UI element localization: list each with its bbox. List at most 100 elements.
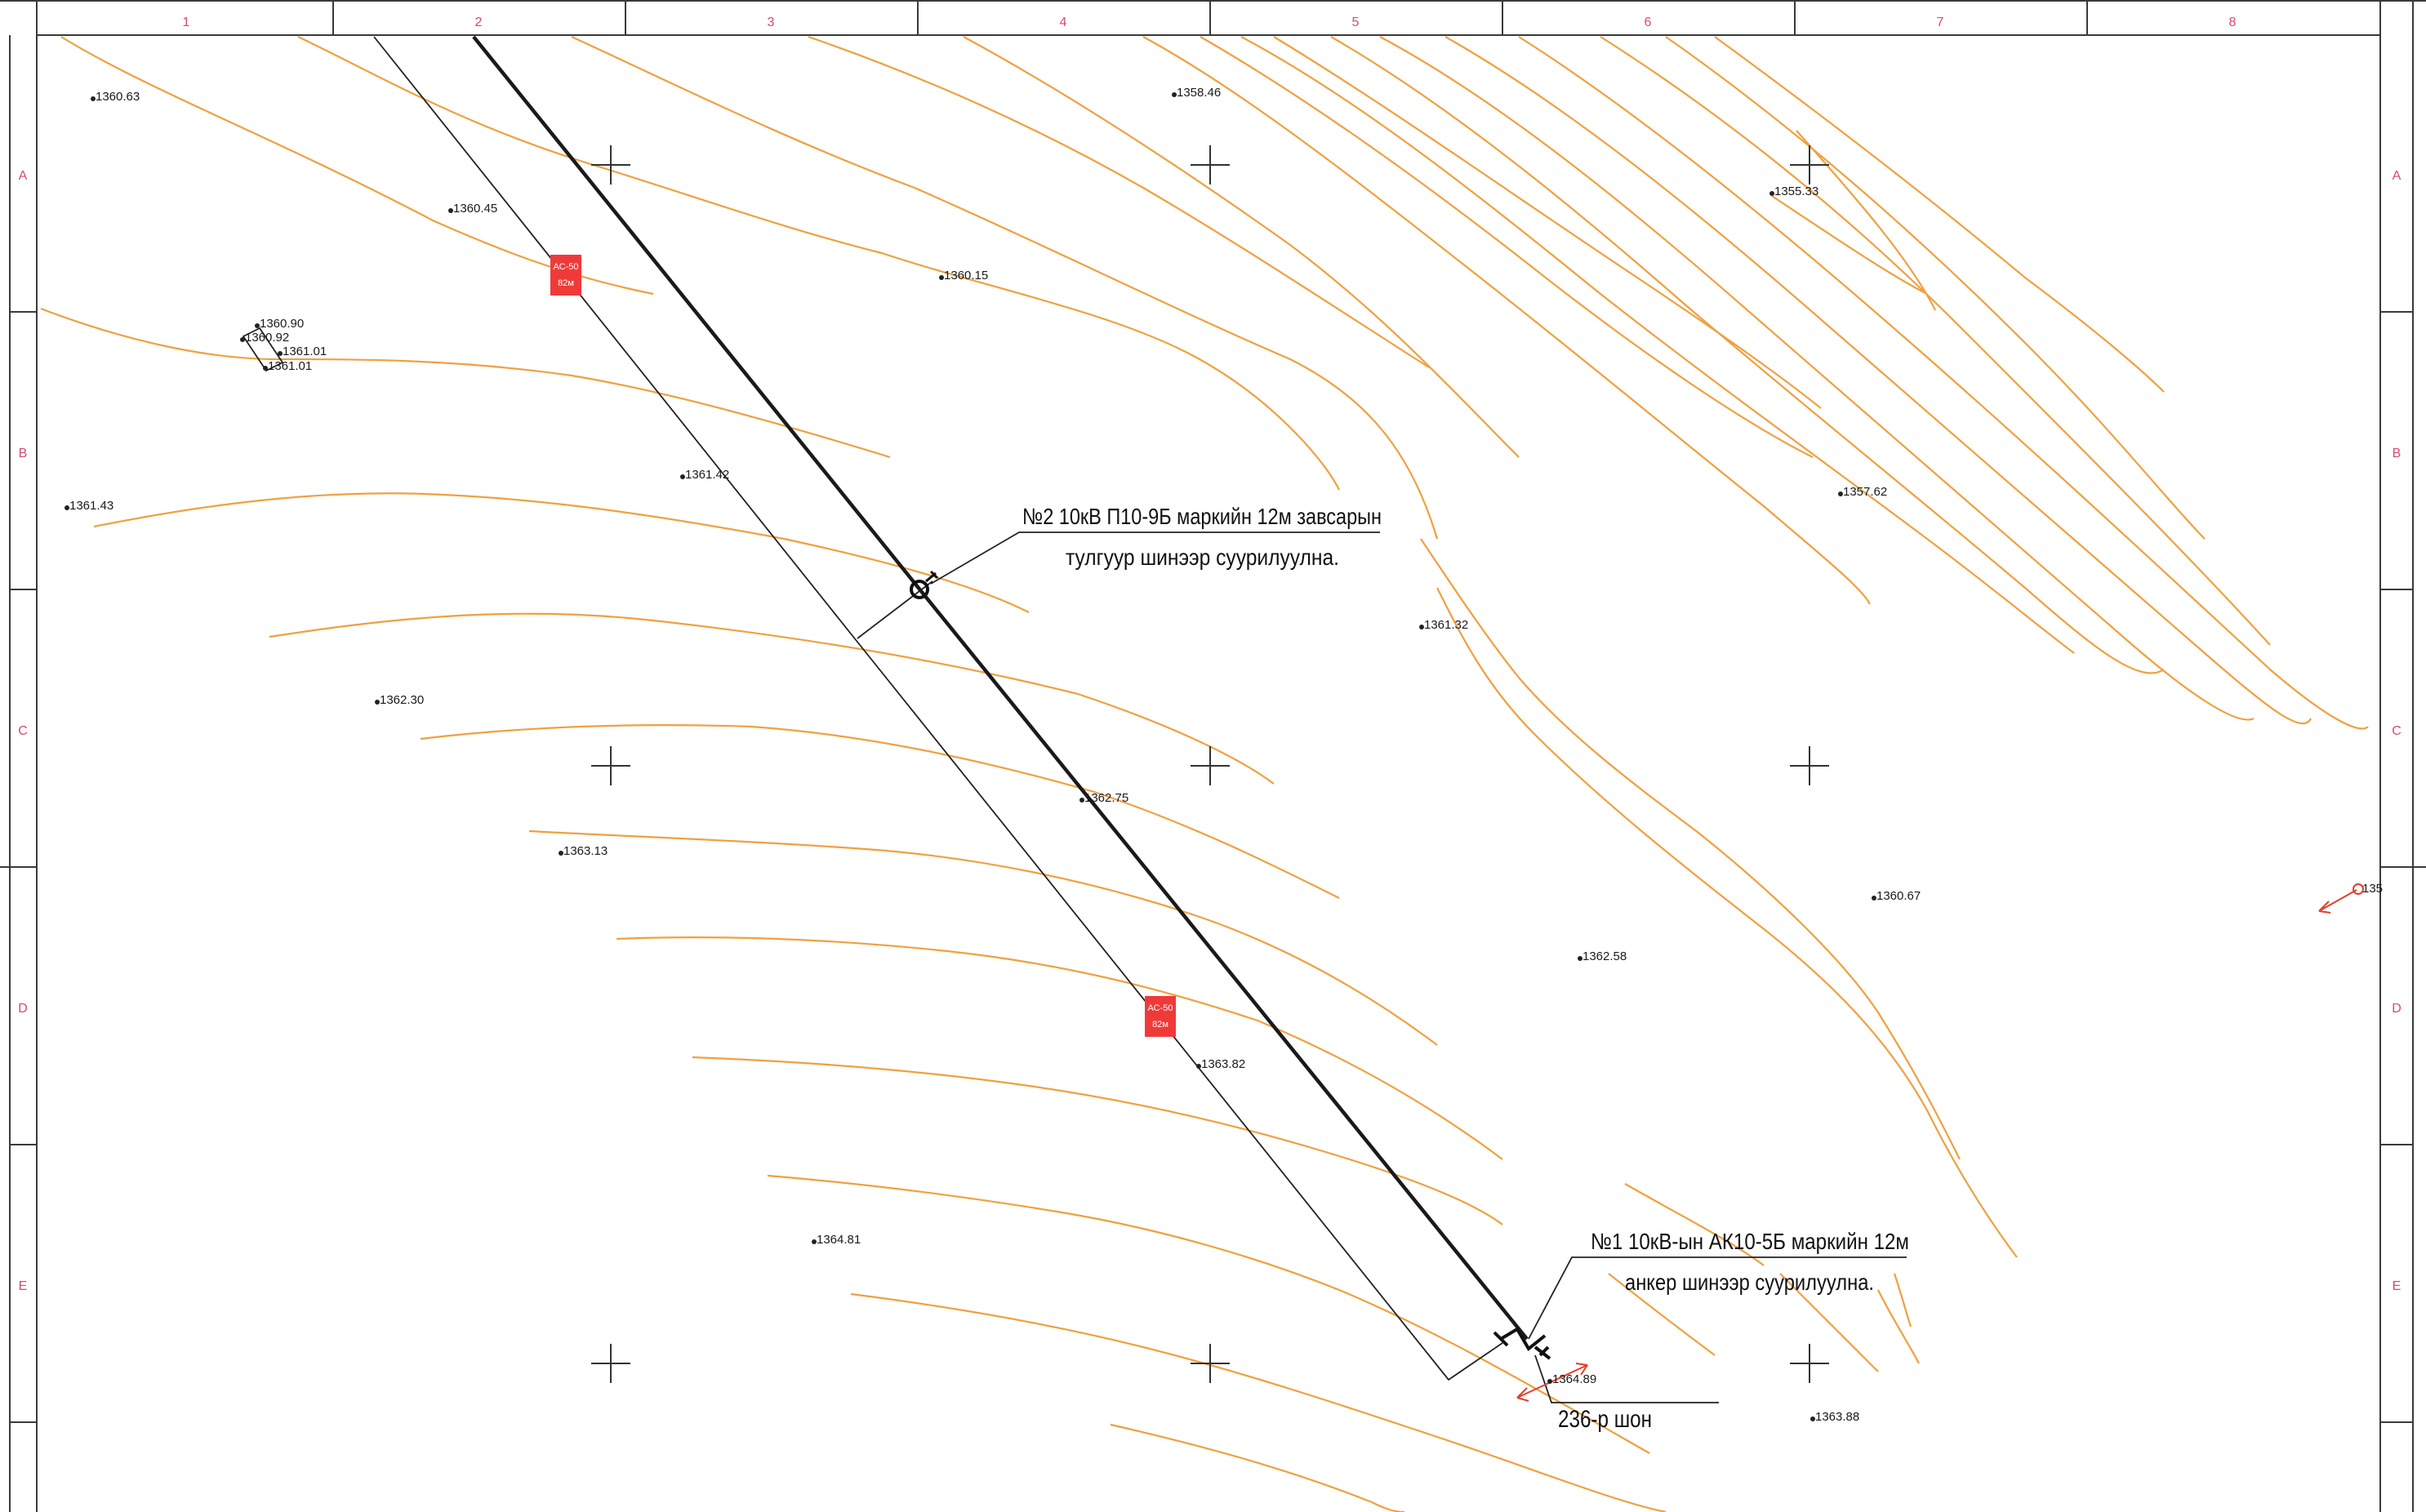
- column-label: 2: [475, 16, 483, 29]
- elevation-label: 1364.89: [1552, 1372, 1596, 1386]
- spot-elevation: 1363.13: [559, 844, 608, 858]
- contour-line: [1518, 36, 2369, 730]
- spot-elevation: 1357.62: [1838, 485, 1887, 499]
- pole2-leader: [930, 531, 1380, 585]
- annotations: №2 10кВ П10-9Б маркийн 12м завсарын тулг…: [1022, 504, 1909, 1433]
- contour-line: [963, 36, 1520, 458]
- column-label: 4: [1060, 16, 1067, 29]
- spot-elevation: 1362.58: [1578, 949, 1627, 963]
- contour-line: [808, 35, 1430, 368]
- elevation-label: 1360.90: [260, 317, 304, 331]
- contour-line: [40, 307, 891, 459]
- contour-lines: [40, 35, 2369, 1512]
- pole2-annotation-line2: тулгуур шинээр суурилуулна.: [1066, 545, 1339, 570]
- grid-cross-icon: [1790, 746, 1829, 785]
- row-labels: A B C D E A B C D E: [18, 169, 2402, 1293]
- wire-tag-type: АС-50: [554, 262, 579, 272]
- contour-line: [1444, 36, 2312, 725]
- row-label: A: [19, 169, 28, 183]
- column-labels: 1 2 3 4 5 6 7 8: [183, 16, 2237, 29]
- direction-arrow-icon: [2318, 889, 2357, 914]
- row-label: B: [2393, 447, 2402, 460]
- elevation-label: 1358.46: [1177, 86, 1221, 100]
- elevation-label: 1360.45: [453, 202, 497, 216]
- pole1-annotation-line1: №1 10кВ-ын АК10-5Б маркийн 12м: [1591, 1229, 1909, 1254]
- pole2-guy-icon: [925, 570, 939, 583]
- contour-line: [297, 36, 1340, 491]
- contour-line: [1893, 1273, 1912, 1327]
- grid-cross-icon: [1191, 746, 1230, 785]
- elevation-label: 135: [2362, 882, 2383, 896]
- contour-line: [1273, 36, 1822, 409]
- contour-line: [1714, 36, 2165, 393]
- spot-elevation: 1360.45: [448, 202, 497, 216]
- wire-tag: АС-50 82м: [1145, 996, 1176, 1037]
- contour-line: [1200, 36, 1814, 458]
- spot-elevation: 1364.81: [812, 1233, 861, 1247]
- grid-cross-icon: [591, 145, 630, 185]
- contour-line: [1436, 587, 2018, 1258]
- elevation-label: 1363.82: [1201, 1057, 1245, 1071]
- column-label: 3: [768, 16, 775, 29]
- spot-elevation: 1364.89: [1547, 1372, 1596, 1386]
- pole2-crossarm: [857, 580, 933, 639]
- contour-line: [850, 1292, 1667, 1512]
- elevation-label: 1360.15: [944, 269, 988, 282]
- contour-line: [269, 612, 1275, 785]
- spot-elevation: 1362.30: [375, 693, 424, 707]
- elevation-label: 1363.13: [563, 844, 608, 858]
- elevation-label: 1361.42: [685, 468, 729, 482]
- row-label: A: [2393, 169, 2402, 183]
- spot-elevation: 1361.32: [1419, 618, 1468, 632]
- grid-cross-icon: [591, 746, 630, 785]
- column-label: 8: [2229, 16, 2237, 29]
- contour-line: [1779, 1273, 1879, 1372]
- elevation-label: 1360.67: [1876, 889, 1921, 903]
- spot-elevation: 1360.92: [240, 331, 289, 345]
- grid-cross-icon: [1790, 145, 1829, 185]
- elevation-label: 1362.75: [1084, 791, 1128, 805]
- row-label: B: [19, 447, 28, 460]
- elevation-label: 1360.92: [245, 331, 289, 345]
- column-label: 5: [1352, 16, 1360, 29]
- contour-line: [1379, 36, 2255, 721]
- spot-elevation: 1361.01: [278, 345, 327, 358]
- wire-tag-length: 82м: [1152, 1020, 1168, 1029]
- elevation-label: 1355.33: [1774, 185, 1818, 198]
- row-label: C: [2392, 724, 2402, 738]
- contour-line: [1142, 36, 1871, 605]
- pole1-leader: [1528, 1256, 1907, 1340]
- contour-line: [1771, 195, 1928, 295]
- elevation-label: 1361.01: [268, 359, 312, 373]
- elevation-label: 1357.62: [1843, 485, 1887, 499]
- elevation-label: 1361.32: [1424, 618, 1468, 632]
- grid-cross-icon: [1191, 145, 1230, 185]
- right-of-way-boundary: [373, 36, 1503, 1381]
- spot-elevation: 135: [2362, 882, 2383, 896]
- wire-tag-length: 82м: [558, 278, 574, 288]
- wire-tag-type: АС-50: [1148, 1003, 1173, 1013]
- spot-elevation: 1363.88: [1810, 1410, 1859, 1424]
- contour-line: [571, 36, 1439, 540]
- pole1-anchor-icon: [1493, 1327, 1551, 1360]
- spot-elevations: 1360.63 1358.46 1355.33 1360.45 1360.15 …: [65, 86, 2383, 1424]
- spot-elevation: 1361.42: [680, 468, 729, 482]
- building-outline: [242, 327, 284, 372]
- edge-pole-icon: [2353, 883, 2364, 895]
- contour-line: [616, 936, 1503, 1160]
- spot-elevation: 1360.67: [1872, 889, 1921, 903]
- pole1-annotation-line2: анкер шинээр суурилуулна.: [1625, 1270, 1874, 1295]
- contour-line: [767, 1174, 1650, 1454]
- spot-elevation: 1363.82: [1196, 1057, 1245, 1071]
- contour-line: [1600, 36, 2271, 646]
- contour-line: [420, 724, 1340, 899]
- pole2-symbol-icon: [910, 580, 929, 599]
- contour-line: [1796, 130, 1936, 311]
- contour-line: [1624, 1183, 1765, 1266]
- pole2-annotation-line1: №2 10кВ П10-9Б маркийн 12м завсарын: [1022, 504, 1382, 529]
- row-label: E: [2393, 1279, 2402, 1293]
- power-line-route: [373, 35, 2364, 1403]
- contour-line: [1420, 538, 1961, 1160]
